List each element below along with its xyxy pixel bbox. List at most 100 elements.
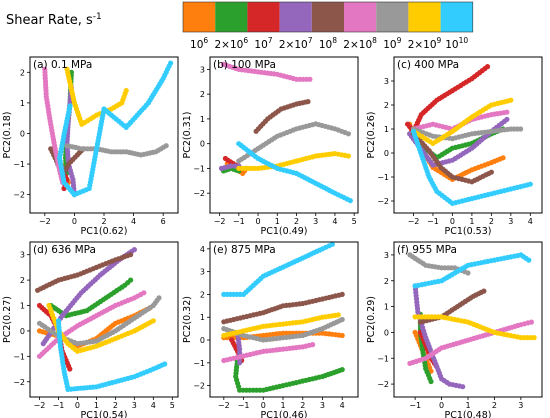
data-series [405,64,491,134]
data-series [218,163,242,171]
data-point [156,295,162,301]
legend-rate-label: 2×106 [214,36,248,51]
legend-swatch [311,2,344,32]
data-series [42,66,66,185]
y-tick-label: −1 [13,352,25,361]
legend-swatch [215,2,248,32]
panel-title: (d) 636 MPa [33,244,96,256]
x-axis-label: PC1(0.53) [445,226,492,237]
data-point [465,270,471,276]
x-tick-label: −1 [427,217,439,226]
legend-swatch [440,2,473,32]
x-tick-label: 3 [508,217,513,226]
data-series [64,66,129,127]
y-tick-label: 1 [384,125,389,134]
x-tick-label: 2 [101,217,106,226]
x-axis-label: PC1(0.62) [81,226,128,237]
data-series [221,291,345,325]
x-axis-label: PC1(0.54) [81,410,128,418]
data-point [531,335,537,341]
data-series [233,355,345,393]
y-tick-label: −2 [193,189,205,198]
y-tick-label: 1 [200,115,205,124]
x-tick-label: 2 [300,401,305,410]
scatter-panel: −2 −1 0 1 2 3 4 5 −2 −1 0 1 2 3 (b) 100 MPa PC1(0.49) PC… [182,56,359,237]
data-point [67,366,73,372]
data-point [500,155,506,161]
x-tick-label: 5 [170,401,175,410]
data-point [329,242,335,247]
x-tick-label: 3 [132,401,137,410]
data-point [168,60,174,66]
data-point [526,257,532,263]
y-tick-label: 2 [200,290,205,299]
legend-swatch [247,2,280,32]
x-tick-label: −1 [238,401,250,410]
data-point [504,116,510,122]
y-tick-label: −2 [13,191,25,200]
plot-area [218,61,353,204]
data-series [221,312,341,339]
y-tick-label: 0 [384,328,389,337]
data-point [339,316,345,323]
x-tick-label: 1 [94,401,99,410]
data-point [527,181,533,187]
x-tick-label: 4 [528,217,533,226]
y-tick-label: 0 [20,129,25,138]
data-series [221,342,316,364]
y-tick-label: −2 [13,378,25,387]
y-tick-label: −1 [377,173,389,182]
y-tick-label: −1 [193,164,205,173]
data-series [36,295,162,347]
legend-swatch [408,2,441,32]
legend-rate-label: 2×108 [343,36,377,51]
data-series [220,61,313,82]
data-series [40,247,137,347]
data-point [488,169,494,175]
pca-panels: −2 0 2 4 6 −2 −1 0 1 2 (a) 0.1 MPa PC1(0.62) PC2(0.1… [2,56,543,418]
data-series [412,252,532,289]
data-point [141,290,147,296]
x-tick-label: −1 [233,217,245,226]
data-point [460,384,466,390]
plot-area [221,242,345,393]
x-tick-label: 1 [275,217,280,226]
y-tick-label: 1 [20,302,25,311]
data-point [339,367,345,373]
data-series [407,252,471,276]
data-point [150,318,156,324]
data-series [236,121,351,164]
y-tick-label: 2 [20,68,25,77]
x-tick-label: −1 [409,401,421,410]
y-axis-label: PC2(0.18) [2,112,13,159]
x-tick-label: −2 [34,401,46,410]
x-tick-label: 6 [161,217,166,226]
legend-swatch [344,2,377,32]
panel-title: (c) 400 MPa [397,59,459,71]
y-tick-label: 3 [384,77,389,86]
data-point [131,247,137,253]
x-tick-label: −1 [53,401,65,410]
y-tick-label: −2 [377,380,389,389]
panel-title: (a) 0.1 MPa [33,59,92,71]
legend-swatch [183,2,216,32]
data-point [163,143,169,149]
axes-frame [209,56,359,214]
y-tick-label: 2 [20,276,25,285]
legend-swatch-frame [182,1,474,33]
x-tick-label: 2 [113,401,118,410]
panel-title: (f) 955 MPa [397,244,457,256]
data-series [412,314,537,341]
x-tick-label: 2 [492,401,497,410]
x-tick-label: −2 [214,217,226,226]
x-tick-label: 1 [469,217,474,226]
panel-title: (e) 875 MPa [213,244,276,256]
y-tick-label: 1 [20,99,25,108]
legend-title: Shear Rate, s-1 [6,12,102,28]
x-tick-label: 3 [518,401,523,410]
data-series [221,242,335,297]
data-series [36,290,147,359]
y-tick-label: −1 [193,359,205,368]
y-tick-label: −1 [377,354,389,363]
data-point [428,368,434,374]
